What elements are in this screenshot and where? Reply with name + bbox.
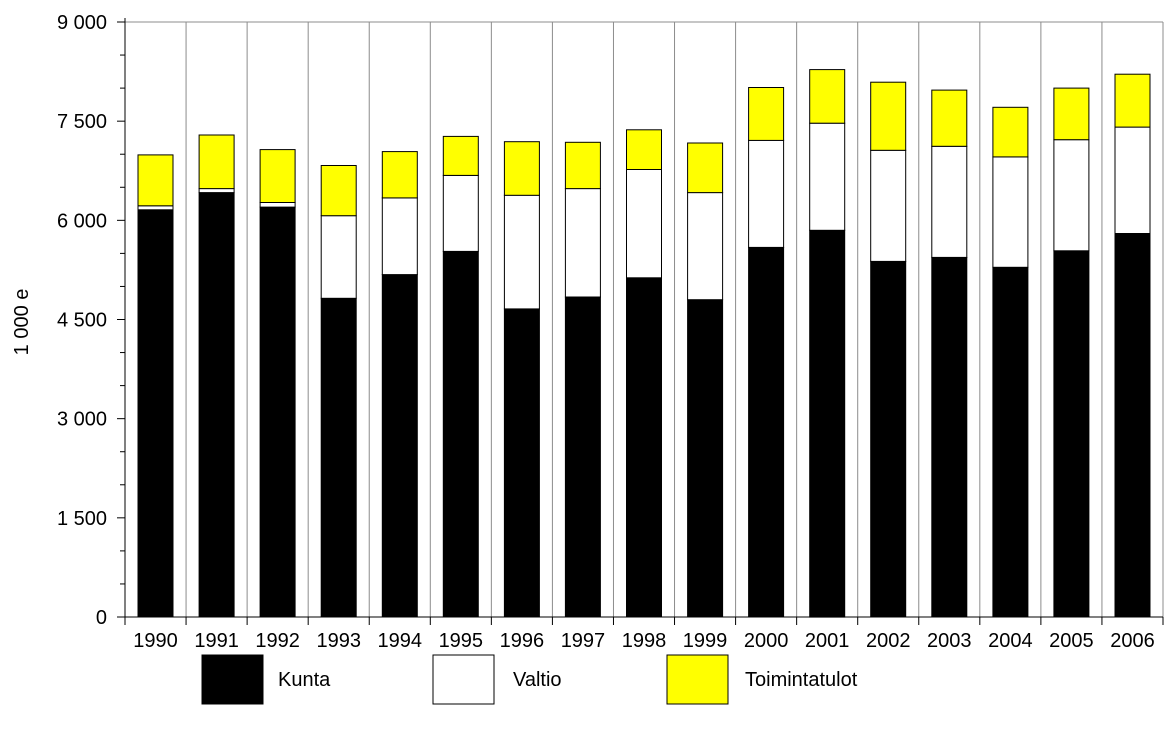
x-tick-label: 1991 — [194, 630, 239, 652]
bar-segment-toimintatulot-2002 — [870, 81, 907, 151]
x-tick-label: 1993 — [316, 630, 361, 652]
bar-segment-valtio-1999 — [687, 192, 724, 301]
x-tick-label: 1998 — [622, 630, 667, 652]
bar-segment-toimintatulot-2004 — [992, 106, 1029, 158]
bar-segment-toimintatulot-2005 — [1053, 87, 1090, 141]
bar-segment-valtio-2002 — [870, 149, 907, 262]
bar-segment-valtio-1993 — [320, 215, 357, 299]
bar-segment-toimintatulot-1999 — [687, 142, 724, 194]
bar-segment-toimintatulot-1991 — [198, 134, 235, 190]
legend-swatch-valtio — [432, 654, 495, 705]
legend-label-toimintatulot: Toimintatulot — [745, 669, 858, 691]
bar-segment-toimintatulot-1994 — [381, 151, 418, 199]
y-tick-label: 0 — [96, 607, 107, 629]
bar-segment-toimintatulot-1990 — [137, 154, 174, 207]
bar-segment-valtio-2006 — [1114, 126, 1151, 234]
bar-segment-valtio-2005 — [1053, 139, 1090, 252]
bar-segment-kunta-2006 — [1114, 233, 1151, 618]
legend-swatch-toimintatulot — [666, 654, 729, 705]
x-tick-label: 2001 — [805, 630, 850, 652]
legend-label-valtio: Valtio — [513, 669, 562, 691]
x-tick-label: 2006 — [1110, 630, 1155, 652]
x-tick-label: 2003 — [927, 630, 972, 652]
bar-segment-kunta-2004 — [992, 266, 1029, 618]
x-tick-label: 2004 — [988, 630, 1033, 652]
bars — [137, 69, 1151, 618]
bar-segment-valtio-1990 — [137, 205, 174, 211]
bar-segment-toimintatulot-1997 — [564, 141, 601, 190]
x-tick-label: 1992 — [255, 630, 300, 652]
x-tick-label: 1997 — [561, 630, 606, 652]
bar-segment-toimintatulot-2006 — [1114, 73, 1151, 128]
bar-segment-kunta-2000 — [748, 246, 785, 618]
bar-segment-toimintatulot-2000 — [748, 87, 785, 141]
bar-segment-kunta-1992 — [259, 206, 296, 618]
bar-segment-toimintatulot-1992 — [259, 149, 296, 204]
bar-segment-kunta-1999 — [687, 299, 724, 618]
y-axis-label: 1 000 e — [11, 289, 33, 356]
bar-segment-toimintatulot-1996 — [503, 141, 540, 196]
bar-segment-valtio-2003 — [931, 145, 968, 258]
x-tick-label: 1990 — [133, 630, 178, 652]
axes: 0 1 500 3 000 4 500 6 000 7 500 9 000 1990 1991 1… — [57, 12, 1164, 652]
legend-label-kunta: Kunta — [278, 669, 331, 691]
y-tick-label: 9 000 — [57, 12, 107, 34]
gridlines — [125, 21, 1164, 617]
bar-segment-toimintatulot-2003 — [931, 89, 968, 147]
x-tick-label: 1995 — [439, 630, 484, 652]
bar-segment-kunta-1993 — [320, 297, 357, 618]
bar-segment-valtio-1992 — [259, 202, 296, 208]
x-tick-label: 2002 — [866, 630, 911, 652]
y-tick-label: 7 500 — [57, 111, 107, 133]
x-tick-label: 1996 — [500, 630, 545, 652]
bar-segment-toimintatulot-1993 — [320, 165, 357, 217]
y-tick-label: 1 500 — [57, 508, 107, 530]
bar-segment-toimintatulot-1998 — [626, 129, 662, 171]
y-tick-label: 6 000 — [57, 210, 107, 232]
legend: Kunta Valtio Toimintatulot — [201, 654, 858, 705]
bar-segment-valtio-2000 — [748, 139, 785, 248]
bar-segment-toimintatulot-2001 — [809, 69, 846, 124]
bar-segment-toimintatulot-1995 — [442, 135, 479, 176]
y-tick-label: 3 000 — [57, 409, 107, 431]
bar-segment-kunta-1990 — [137, 209, 174, 618]
bar-segment-valtio-1998 — [626, 168, 662, 279]
bar-segment-kunta-2005 — [1053, 250, 1090, 618]
y-tick-label: 4 500 — [57, 310, 107, 332]
x-tick-label: 1999 — [683, 630, 728, 652]
bar-segment-kunta-2002 — [870, 260, 907, 618]
bar-segment-kunta-2003 — [931, 256, 968, 618]
x-tick-label: 2000 — [744, 630, 789, 652]
bar-segment-kunta-1995 — [442, 250, 479, 618]
bar-segment-kunta-1997 — [564, 296, 601, 618]
bar-segment-valtio-1997 — [564, 188, 601, 298]
legend-swatch-kunta — [201, 654, 264, 705]
bar-segment-valtio-2004 — [992, 156, 1029, 268]
bar-segment-kunta-1998 — [626, 277, 662, 618]
bar-segment-valtio-1996 — [503, 194, 540, 310]
bar-segment-valtio-1994 — [381, 197, 418, 276]
x-tick-label: 2005 — [1049, 630, 1094, 652]
bar-segment-kunta-2001 — [809, 229, 846, 618]
bar-segment-kunta-1991 — [198, 192, 235, 618]
x-tick-label: 1994 — [378, 630, 423, 652]
bar-segment-kunta-1994 — [381, 274, 418, 618]
bar-segment-valtio-1995 — [442, 174, 479, 252]
bar-segment-kunta-1996 — [503, 308, 540, 618]
bar-segment-valtio-1991 — [198, 188, 235, 194]
bar-segment-valtio-2001 — [809, 122, 846, 231]
